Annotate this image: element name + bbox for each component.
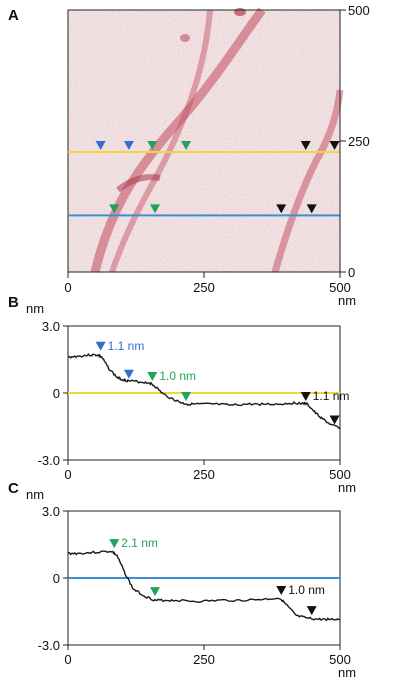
strand-feature	[90, 7, 266, 274]
x-tick-label: 250	[193, 467, 215, 482]
panel-c-label: C	[8, 480, 19, 497]
y-tick-label: 0	[53, 571, 60, 586]
profile-marker	[95, 341, 106, 351]
profile-marker	[123, 369, 134, 379]
panel-a-marker-blue-line	[276, 204, 287, 214]
strand-feature	[116, 174, 161, 193]
panel-b-label: B	[8, 294, 19, 311]
panel-a-ytick-0: 0	[348, 265, 355, 280]
x-tick-label: 250	[193, 652, 215, 667]
profile-marker	[181, 392, 192, 402]
particle-feature	[234, 8, 246, 16]
step-height-label: 1.1 nm	[313, 389, 350, 403]
profile-marker	[276, 585, 287, 595]
panel-b-ylabel: nm	[26, 301, 44, 316]
panel-a-marker-yellow-line	[123, 141, 134, 151]
panel-a-marker-yellow-line	[181, 141, 192, 151]
panel-a-y-axis: 500 250 0	[339, 3, 370, 280]
x-tick-label: 0	[64, 467, 71, 482]
step-height-label: 1.0 nm	[159, 369, 196, 383]
x-tick-label: 500	[329, 467, 351, 482]
panel-a-markers	[95, 141, 340, 214]
panel-a-xtick-0: 0	[64, 280, 71, 295]
panel-a-label: A	[8, 7, 19, 24]
panel-a-ytick-250: 250	[348, 134, 370, 149]
panel-a-x-unit: nm	[338, 293, 356, 308]
panel-a-xtick-250: 250	[193, 280, 215, 295]
height-profile-line	[67, 352, 341, 430]
step-height-label: 1.1 nm	[108, 339, 145, 353]
panel-a-ytick-500: 500	[348, 3, 370, 18]
profile-marker	[300, 392, 311, 402]
panel-a-marker-yellow-line	[329, 141, 340, 151]
panel-a-marker-yellow-line	[300, 141, 311, 151]
panel-a-marker-yellow-line	[95, 141, 106, 151]
step-height-label: 2.1 nm	[121, 536, 158, 550]
profile-marker	[109, 539, 120, 549]
y-tick-label: 3.0	[42, 504, 60, 519]
y-tick-label: -3.0	[38, 453, 60, 468]
panel-a-x-axis: 0 250 500 nm	[64, 272, 356, 308]
profile-marker	[147, 371, 158, 381]
y-tick-label: -3.0	[38, 638, 60, 653]
panel-a-marker-blue-line	[150, 204, 161, 214]
profile-marker	[306, 606, 317, 616]
x-tick-label: 500	[329, 652, 351, 667]
height-profile-line	[67, 550, 341, 622]
x-axis-unit: nm	[338, 480, 356, 495]
strand-feature	[109, 9, 213, 273]
afm-image	[67, 7, 344, 274]
panel-c-ylabel: nm	[26, 487, 44, 502]
step-height-label: 1.0 nm	[288, 583, 325, 597]
profile-marker	[329, 415, 340, 425]
profile-marker	[150, 587, 161, 597]
x-axis-unit: nm	[338, 665, 356, 680]
panel-a-marker-blue-line	[109, 204, 120, 214]
panel-a-marker-blue-line	[306, 204, 317, 214]
strand-feature	[271, 89, 344, 273]
y-tick-label: 3.0	[42, 319, 60, 334]
x-tick-label: 0	[64, 652, 71, 667]
y-tick-label: 0	[53, 386, 60, 401]
panel-a-marker-yellow-line	[147, 141, 158, 151]
particle-feature	[180, 34, 190, 42]
panel-a-xtick-500: 500	[329, 280, 351, 295]
